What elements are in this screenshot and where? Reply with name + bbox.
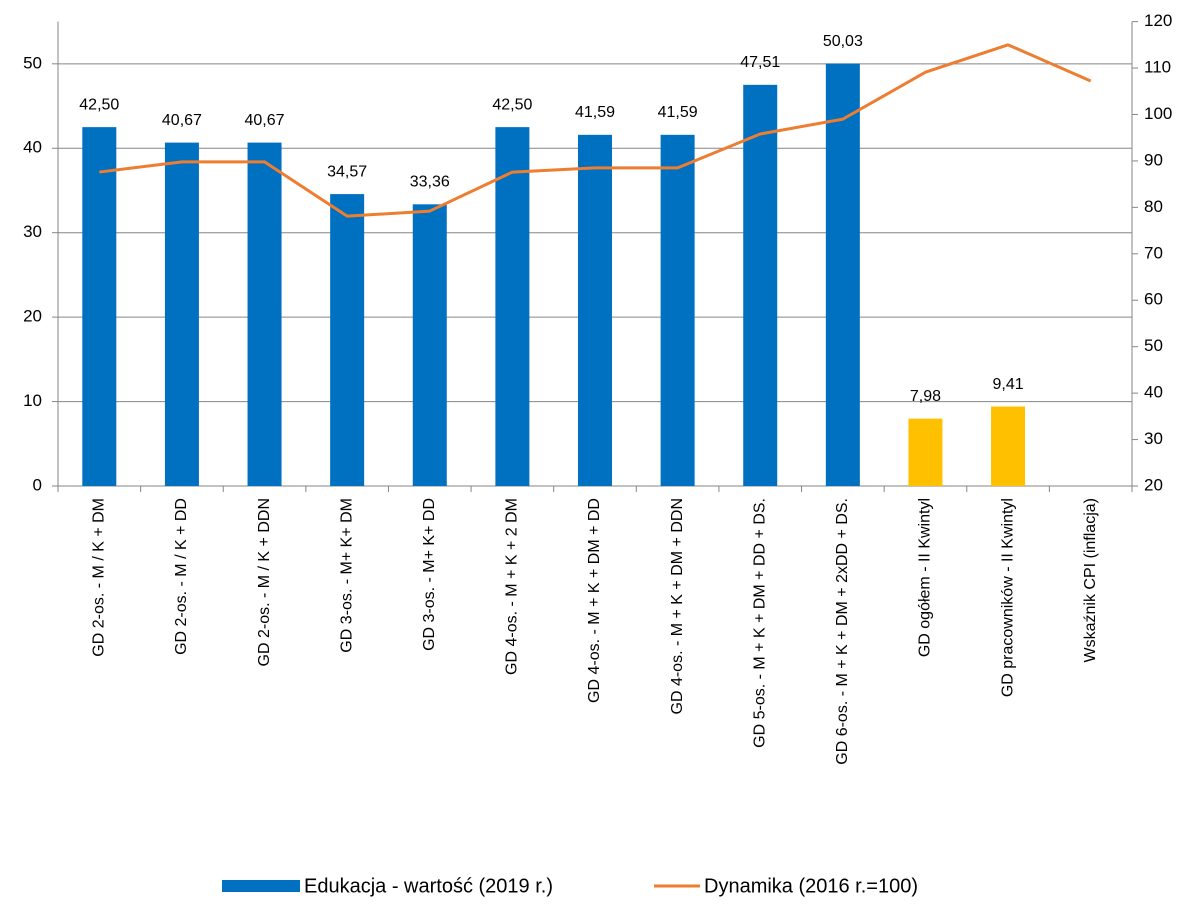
value-label: 34,57 <box>327 163 367 180</box>
bar <box>412 204 447 486</box>
y2-tick-label: 60 <box>1144 290 1163 309</box>
bar <box>330 194 365 486</box>
bar <box>743 84 778 486</box>
x-tick-label: GD 5-os. - M + K + DM + DD + DS. <box>751 498 768 748</box>
y-tick-label: 20 <box>23 307 42 326</box>
value-label: 9,41 <box>993 376 1024 393</box>
x-tick-label: GD 2-os. - M / K + DM <box>91 498 108 657</box>
y2-tick-label: 30 <box>1144 429 1163 448</box>
y2-tick-label: 70 <box>1144 243 1163 262</box>
y2-tick-label: 120 <box>1144 11 1172 30</box>
bar <box>247 142 282 487</box>
y-tick-label: 10 <box>23 391 42 410</box>
x-tick-label: GD 6-os. - M + K + DM + 2xDD + DS. <box>834 498 851 765</box>
value-label: 41,59 <box>575 104 615 121</box>
value-label: 41,59 <box>658 104 698 121</box>
bar <box>164 142 199 487</box>
x-tick-label: GD 2-os. - M / K + DDN <box>256 498 273 666</box>
y-tick-label: 30 <box>23 222 42 241</box>
x-tick-label: GD 2-os. - M / K + DD <box>173 498 190 655</box>
line <box>99 43 1092 218</box>
legend-label: Edukacja - wartość (2019 r.) <box>304 875 553 897</box>
y2-tick-label: 90 <box>1144 150 1163 169</box>
bar <box>578 134 612 486</box>
bar <box>908 418 943 486</box>
value-label: 7,98 <box>910 388 941 405</box>
legend-swatch <box>222 880 300 892</box>
y2-tick-label: 50 <box>1144 336 1163 355</box>
y2-tick-label: 40 <box>1144 383 1163 402</box>
legend-label: Dynamika (2016 r.=100) <box>704 875 918 897</box>
y2-tick-label: 100 <box>1144 104 1172 123</box>
x-tick-label: GD pracowników - II Kwintyl <box>999 498 1016 697</box>
x-tick-label: GD 4-os. - M + K + 2 DM <box>504 498 521 675</box>
x-tick-label: GD 3-os. - M+ K+ DD <box>421 498 438 651</box>
value-label: 47,51 <box>740 54 780 71</box>
x-tick-label: GD ogółem - II Kwintyl <box>917 498 934 657</box>
bar <box>825 63 860 486</box>
y-tick-label: 50 <box>23 53 42 72</box>
value-label: 42,50 <box>79 96 119 113</box>
bar <box>991 406 1026 486</box>
bar <box>660 134 695 486</box>
value-label: 33,36 <box>410 174 450 191</box>
y2-tick-label: 110 <box>1144 58 1171 77</box>
value-label: 50,03 <box>823 33 863 50</box>
x-tick-label: Wskaźnik CPI (inflacja) <box>1082 498 1099 662</box>
y-tick-label: 40 <box>23 138 42 157</box>
y-tick-label: 0 <box>33 475 42 494</box>
bar <box>495 127 530 487</box>
x-tick-label: GD 4-os. - M + K + DM + DD <box>586 498 603 703</box>
x-tick-label: GD 4-os. - M + K + DM + DDN <box>669 498 686 714</box>
x-tick-label: GD 3-os. - M+ K+ DM <box>338 498 355 653</box>
y2-tick-label: 20 <box>1144 475 1163 494</box>
bar <box>82 127 117 487</box>
y2-tick-label: 80 <box>1144 197 1163 216</box>
value-label: 42,50 <box>492 96 532 113</box>
value-label: 40,67 <box>162 112 202 129</box>
value-label: 40,67 <box>245 112 285 129</box>
